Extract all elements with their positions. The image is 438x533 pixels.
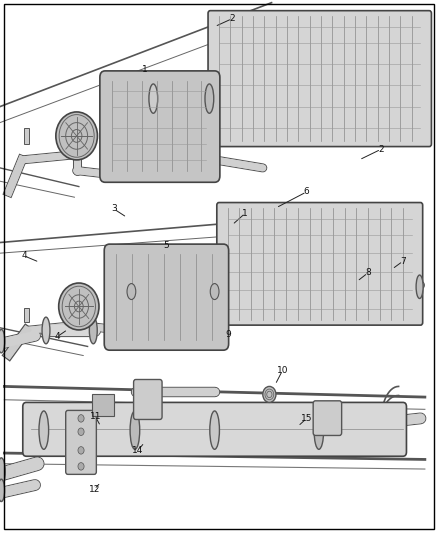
Text: 3: 3 — [111, 205, 117, 213]
Ellipse shape — [130, 411, 140, 449]
Text: 8: 8 — [365, 269, 371, 277]
Bar — [92, 394, 114, 416]
Circle shape — [78, 463, 84, 470]
Circle shape — [78, 415, 84, 422]
FancyBboxPatch shape — [100, 71, 220, 182]
Ellipse shape — [0, 479, 4, 502]
Text: 15: 15 — [301, 414, 312, 423]
Ellipse shape — [56, 112, 97, 160]
Ellipse shape — [0, 458, 5, 486]
Text: 14: 14 — [132, 446, 144, 455]
FancyBboxPatch shape — [208, 11, 431, 147]
Text: 11: 11 — [90, 413, 101, 421]
Ellipse shape — [0, 329, 5, 353]
Ellipse shape — [205, 84, 214, 114]
Ellipse shape — [127, 284, 136, 300]
Ellipse shape — [210, 411, 219, 449]
Ellipse shape — [59, 283, 99, 330]
FancyBboxPatch shape — [23, 402, 406, 456]
Text: 2: 2 — [378, 145, 384, 154]
FancyBboxPatch shape — [66, 410, 96, 474]
Text: 9: 9 — [225, 330, 231, 339]
Bar — [24, 308, 29, 322]
FancyBboxPatch shape — [217, 203, 423, 325]
Ellipse shape — [263, 386, 276, 402]
Circle shape — [78, 428, 84, 435]
Text: 6: 6 — [304, 188, 310, 196]
Ellipse shape — [210, 284, 219, 300]
Text: 2: 2 — [230, 14, 235, 23]
Ellipse shape — [42, 317, 50, 344]
FancyBboxPatch shape — [104, 244, 229, 350]
Circle shape — [78, 447, 84, 454]
Ellipse shape — [89, 317, 97, 344]
Text: 12: 12 — [88, 485, 100, 494]
Ellipse shape — [39, 411, 49, 449]
Text: 7: 7 — [400, 257, 406, 265]
Text: 4: 4 — [54, 333, 60, 341]
Text: 4: 4 — [21, 252, 27, 260]
Ellipse shape — [416, 275, 423, 298]
Ellipse shape — [149, 84, 158, 114]
Text: 10: 10 — [277, 366, 288, 375]
Ellipse shape — [314, 411, 324, 449]
Bar — [24, 128, 29, 144]
Text: 1: 1 — [141, 65, 148, 74]
Text: 1: 1 — [242, 209, 248, 217]
FancyBboxPatch shape — [134, 379, 162, 419]
Text: 5: 5 — [163, 241, 170, 249]
FancyBboxPatch shape — [313, 401, 342, 435]
